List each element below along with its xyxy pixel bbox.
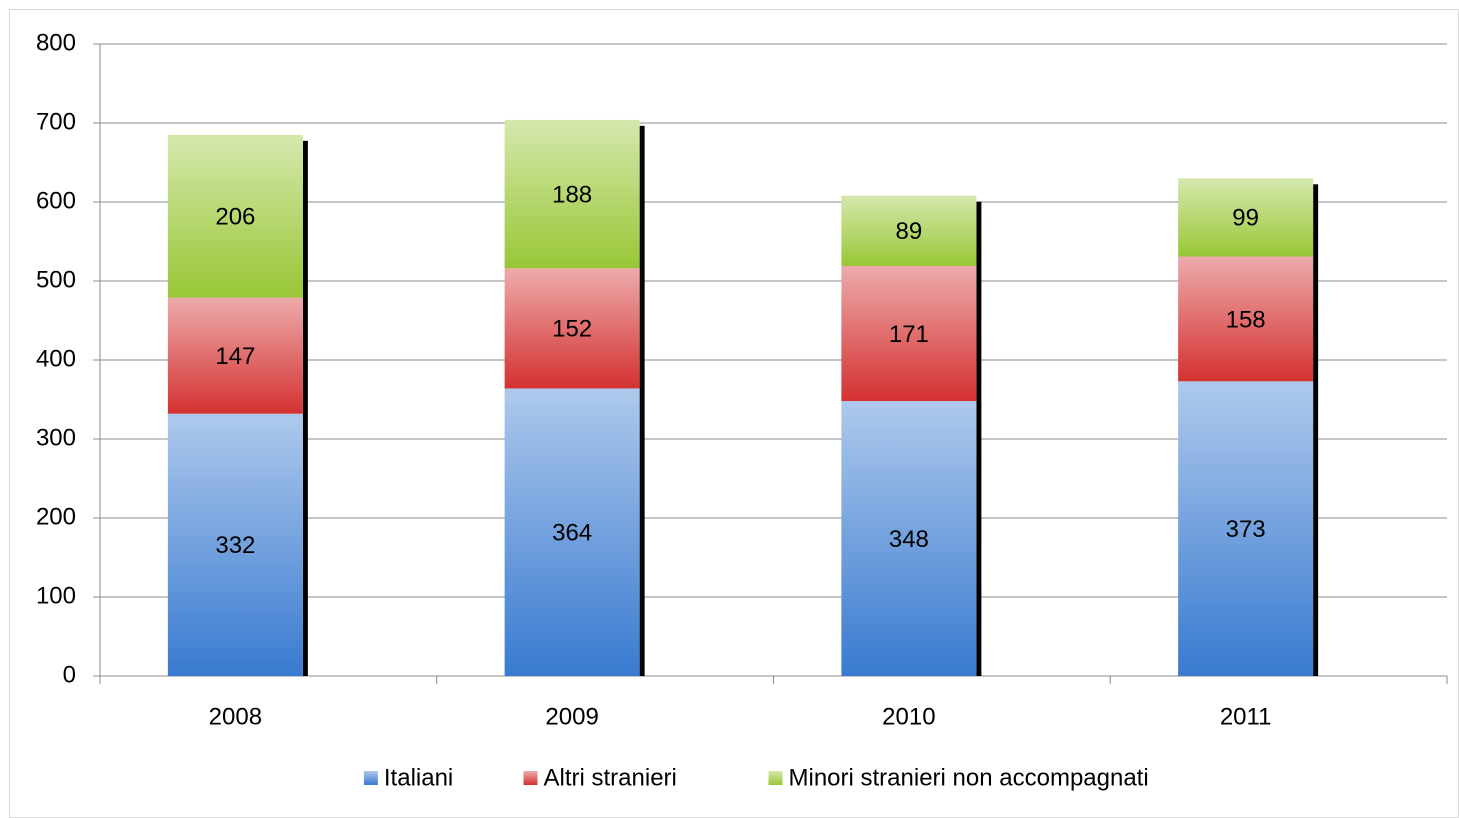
data-label: 171	[889, 321, 929, 348]
legend-swatch	[523, 771, 538, 785]
data-label: 364	[552, 520, 592, 547]
bar-shadow	[639, 125, 645, 677]
data-label: 188	[552, 181, 592, 208]
legend-label: Minori stranieri non accompagnati	[789, 764, 1149, 791]
data-label: 332	[215, 532, 255, 559]
y-tick-label: 0	[63, 661, 76, 688]
y-tick-label: 700	[36, 108, 76, 135]
x-tick-label: 2008	[209, 703, 262, 730]
bar-segment	[504, 388, 640, 676]
x-tick-label: 2009	[545, 703, 598, 730]
data-label: 158	[1226, 306, 1266, 333]
data-label: 89	[896, 218, 923, 245]
bar-shadow	[976, 201, 982, 676]
data-label: 206	[215, 204, 255, 231]
legend-label: Altri stranieri	[544, 764, 677, 791]
data-label: 373	[1226, 516, 1266, 543]
legend-label: Italiani	[384, 764, 453, 791]
data-label: 348	[889, 526, 929, 553]
y-tick-label: 600	[36, 187, 76, 214]
y-tick-label: 200	[36, 503, 76, 530]
bar-segment	[504, 119, 640, 269]
y-tick-label: 500	[36, 266, 76, 293]
y-tick-label: 400	[36, 345, 76, 372]
bar-segment	[1178, 381, 1314, 676]
legend-swatch	[768, 771, 783, 785]
bar-segment	[1178, 256, 1314, 382]
data-label: 99	[1232, 205, 1259, 232]
bar-segment	[167, 413, 303, 676]
bar-shadow	[1313, 184, 1319, 677]
legend-swatch	[363, 771, 378, 785]
x-tick-label: 2011	[1220, 703, 1272, 730]
bar-segment	[1178, 178, 1314, 257]
y-tick-label: 800	[36, 29, 76, 56]
x-tick-label: 2010	[882, 703, 935, 730]
bar-segment	[841, 265, 977, 402]
data-label: 147	[215, 343, 255, 370]
y-tick-label: 100	[36, 582, 76, 609]
bar-segment	[167, 134, 303, 298]
y-tick-label: 300	[36, 424, 76, 451]
data-label: 152	[552, 316, 592, 343]
bar-segment	[841, 401, 977, 676]
bar-shadow	[302, 140, 308, 677]
bar-segment	[504, 268, 640, 389]
bar-segment	[841, 195, 977, 266]
bar-segment	[167, 297, 303, 414]
